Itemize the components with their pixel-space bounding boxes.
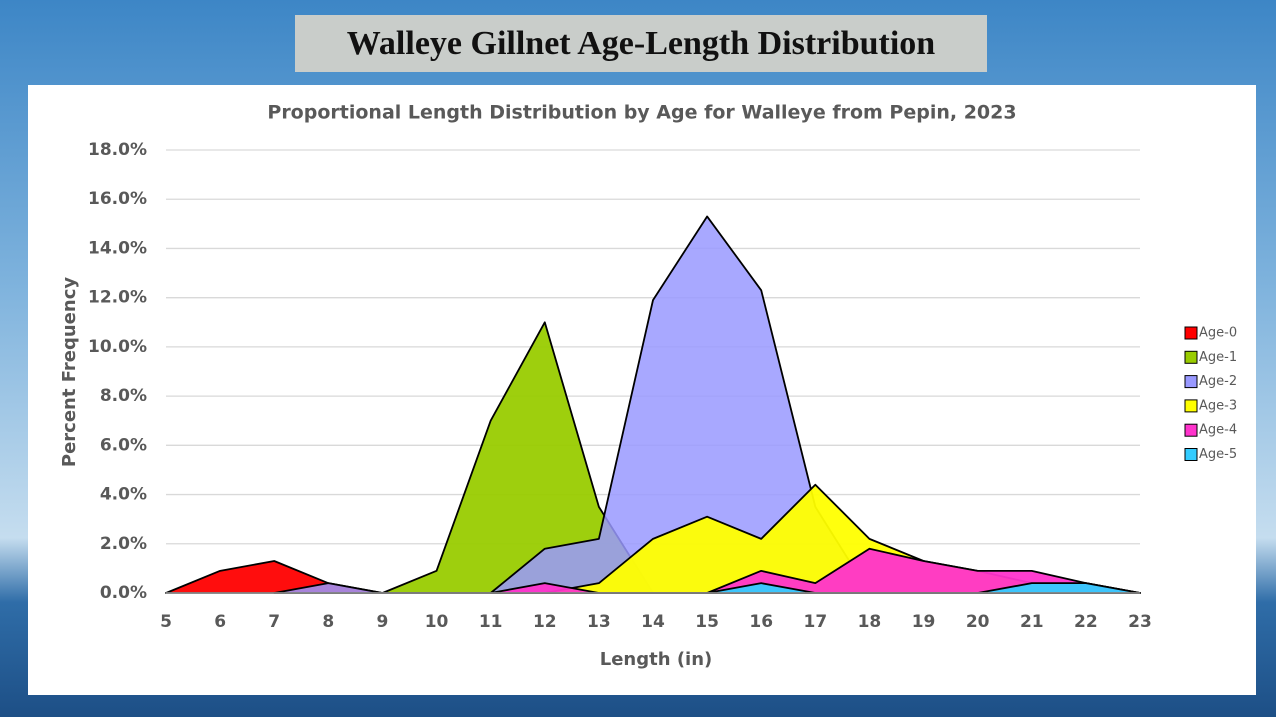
x-tick-label: 10 <box>425 612 449 632</box>
x-tick-label: 22 <box>1074 612 1098 632</box>
slide: Walleye Gillnet Age-Length Distribution … <box>0 0 1276 717</box>
y-tick-label: 18.0% <box>88 140 147 160</box>
x-tick-label: 20 <box>966 612 990 632</box>
legend-swatch <box>1185 351 1197 363</box>
y-tick-label: 4.0% <box>100 485 147 505</box>
x-tick-label: 11 <box>479 612 503 632</box>
legend-swatch <box>1185 424 1197 436</box>
x-tick-label: 23 <box>1128 612 1152 632</box>
chart-title: Proportional Length Distribution by Age … <box>267 102 1016 124</box>
x-tick-label: 17 <box>803 612 827 632</box>
x-tick-label: 14 <box>641 612 665 632</box>
x-tick-label: 6 <box>214 612 226 632</box>
legend-swatch <box>1185 449 1197 461</box>
legend-swatch <box>1185 327 1197 339</box>
x-tick-label: 7 <box>268 612 280 632</box>
legend-label: Age-5 <box>1199 447 1237 462</box>
x-tick-label: 18 <box>858 612 882 632</box>
y-tick-label: 2.0% <box>100 534 147 554</box>
y-axis-title: Percent Frequency <box>59 277 80 467</box>
x-axis-title: Length (in) <box>600 649 713 670</box>
chart: Proportional Length Distribution by Age … <box>0 0 1276 717</box>
y-tick-label: 6.0% <box>100 435 147 455</box>
y-tick-label: 8.0% <box>100 386 147 406</box>
y-tick-label: 0.0% <box>100 583 147 603</box>
x-tick-label: 19 <box>912 612 936 632</box>
x-tick-label: 8 <box>322 612 334 632</box>
x-tick-label: 13 <box>587 612 611 632</box>
x-tick-label: 21 <box>1020 612 1044 632</box>
legend-label: Age-1 <box>1199 350 1237 365</box>
legend-label: Age-2 <box>1199 374 1237 389</box>
legend-swatch <box>1185 400 1197 412</box>
x-tick-label: 15 <box>695 612 719 632</box>
y-tick-label: 12.0% <box>88 288 147 308</box>
y-tick-label: 14.0% <box>88 238 147 258</box>
legend-label: Age-4 <box>1199 423 1237 438</box>
legend-label: Age-0 <box>1199 326 1237 341</box>
x-tick-label: 9 <box>377 612 389 632</box>
x-tick-label: 5 <box>160 612 172 632</box>
y-tick-label: 16.0% <box>88 189 147 209</box>
y-tick-label: 10.0% <box>88 337 147 357</box>
legend-swatch <box>1185 376 1197 388</box>
x-tick-label: 12 <box>533 612 557 632</box>
x-tick-label: 16 <box>749 612 773 632</box>
legend-label: Age-3 <box>1199 398 1237 413</box>
